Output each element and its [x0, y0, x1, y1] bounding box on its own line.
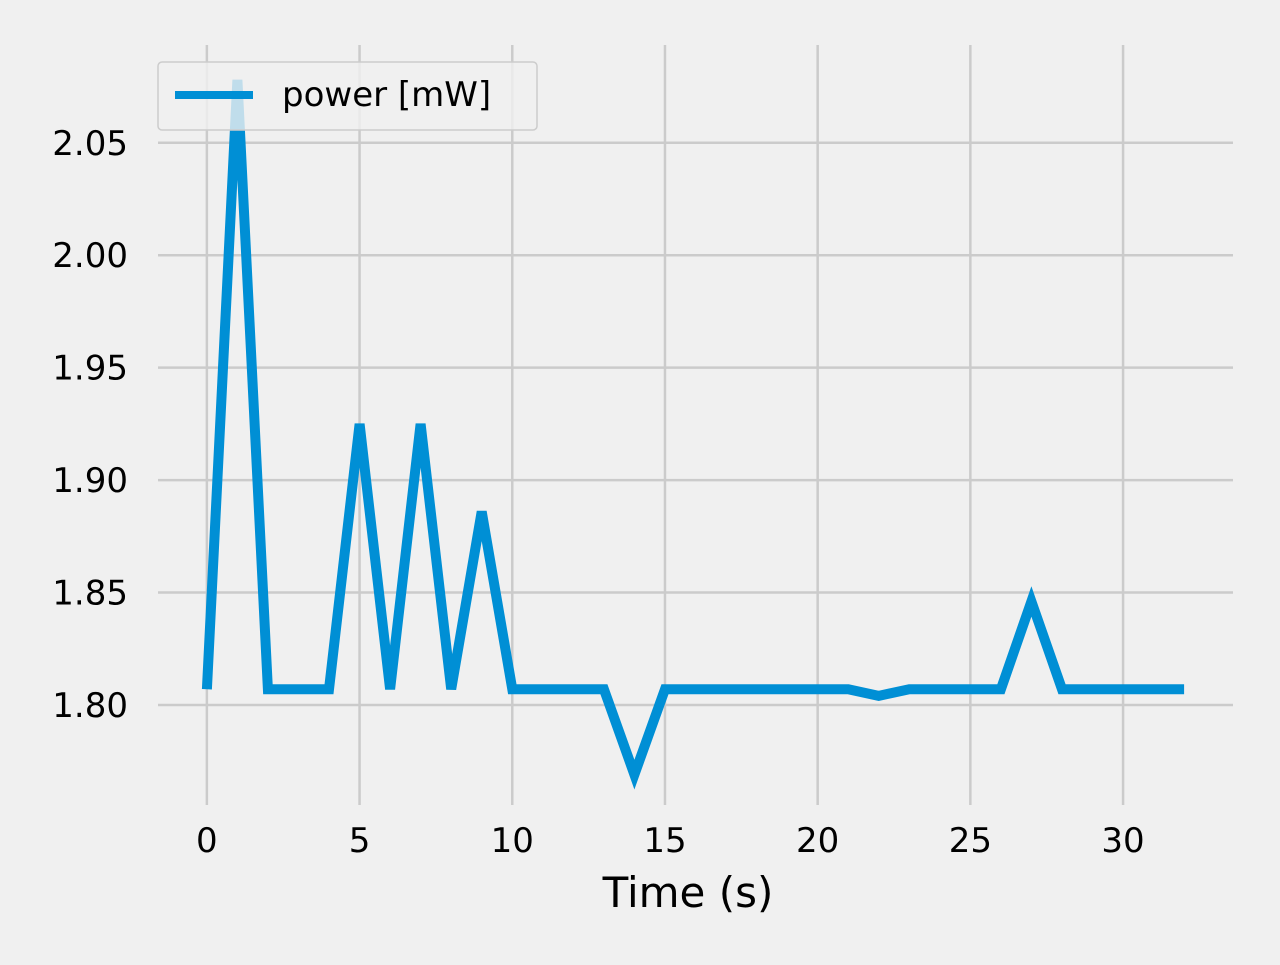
x-tick-labels: 0 5 10 15 20 25 30	[196, 821, 1145, 861]
y-tick-label: 1.80	[52, 686, 128, 726]
x-tick-label: 25	[949, 821, 992, 861]
y-tick-label: 1.95	[52, 349, 128, 389]
x-tick-label: 20	[796, 821, 839, 861]
x-tick-label: 5	[349, 821, 371, 861]
x-axis-label: Time (s)	[602, 868, 774, 917]
x-tick-label: 30	[1101, 821, 1144, 861]
x-tick-label: 0	[196, 821, 218, 861]
x-tick-label: 15	[643, 821, 686, 861]
series-layer	[201, 79, 1185, 790]
y-tick-label: 1.90	[52, 461, 128, 501]
legend: power [mW]	[157, 61, 538, 131]
y-tick-label: 2.05	[52, 124, 128, 164]
series-line	[201, 79, 1185, 790]
y-tick-labels: 1.80 1.85 1.90 1.95 2.00 2.05	[52, 124, 128, 726]
legend-label: power [mW]	[282, 75, 491, 115]
x-tick-label: 10	[491, 821, 534, 861]
y-tick-label: 1.85	[52, 574, 128, 614]
legend-box	[157, 61, 538, 131]
y-tick-label: 2.00	[52, 236, 128, 276]
